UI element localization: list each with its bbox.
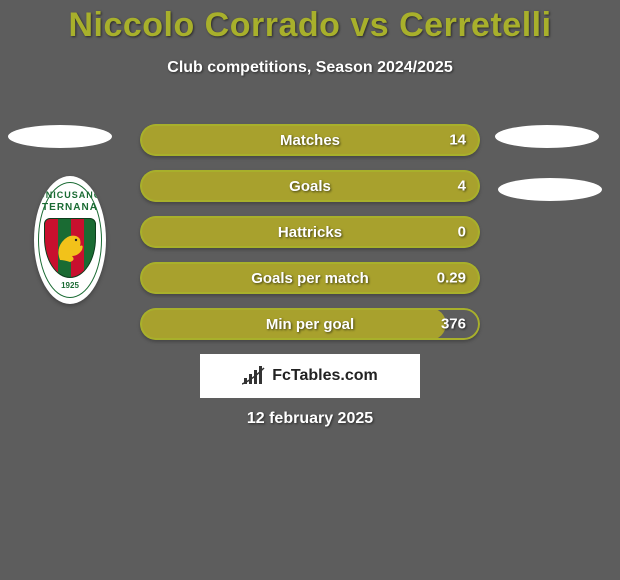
stat-bar: Goals 4 — [140, 170, 480, 202]
club-a-crest: UNICUSANO TERNANA 1925 — [34, 176, 106, 304]
stat-bars: Matches 14 Goals 4 Hattricks 0 Goals per match… — [140, 124, 480, 354]
stat-label: Matches — [280, 132, 340, 149]
crest-text-mid: TERNANA — [34, 202, 106, 213]
crest-year: 1925 — [34, 281, 106, 290]
stat-bar: Matches 14 — [140, 124, 480, 156]
barchart-icon — [242, 366, 268, 386]
stat-label: Hattricks — [278, 224, 342, 241]
stat-value: 0.29 — [437, 270, 466, 287]
date: 12 february 2025 — [0, 410, 620, 428]
stat-value: 376 — [441, 316, 466, 333]
source-logo-text: FcTables.com — [272, 367, 378, 385]
comparison-card: Niccolo Corrado vs Cerretelli Club compe… — [0, 0, 620, 580]
club-b-logo — [498, 178, 602, 201]
crest-text-top: UNICUSANO — [34, 190, 106, 200]
dragon-icon — [54, 230, 86, 264]
stat-label: Min per goal — [266, 316, 354, 333]
source-logo: FcTables.com — [200, 354, 420, 398]
player-a-photo — [8, 125, 112, 148]
stat-value: 14 — [449, 132, 466, 149]
stat-value: 0 — [458, 224, 466, 241]
player-b-photo — [495, 125, 599, 148]
stat-bar: Goals per match 0.29 — [140, 262, 480, 294]
stat-bar: Hattricks 0 — [140, 216, 480, 248]
stat-bar: Min per goal 376 — [140, 308, 480, 340]
stat-label: Goals per match — [251, 270, 369, 287]
stat-label: Goals — [289, 178, 331, 195]
page-title: Niccolo Corrado vs Cerretelli — [0, 0, 620, 45]
stat-value: 4 — [458, 178, 466, 195]
subtitle: Club competitions, Season 2024/2025 — [0, 59, 620, 77]
